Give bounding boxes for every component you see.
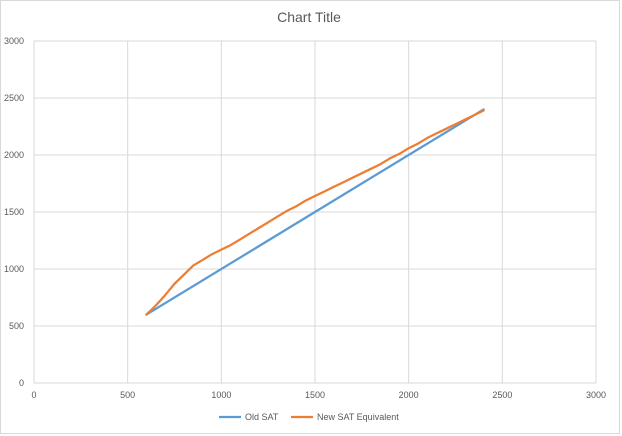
y-tick-label: 2500 <box>4 93 24 103</box>
x-tick-label: 2500 <box>492 390 512 400</box>
legend: Old SAT New SAT Equivalent <box>219 412 399 422</box>
series-line-old-sat <box>145 108 485 316</box>
chart-title: Chart Title <box>277 9 341 25</box>
y-tick-label: 2000 <box>4 150 24 160</box>
x-tick-label: 1500 <box>305 390 325 400</box>
x-tick-label: 500 <box>120 390 135 400</box>
y-tick-label: 1000 <box>4 264 24 274</box>
legend-label: Old SAT <box>245 412 279 422</box>
gridlines <box>33 40 597 384</box>
y-tick-label: 0 <box>19 378 24 388</box>
series-lines <box>145 108 485 316</box>
y-tick-label: 1500 <box>4 207 24 217</box>
y-tick-label: 3000 <box>4 36 24 46</box>
y-tick-label: 500 <box>9 321 24 331</box>
legend-label: New SAT Equivalent <box>317 412 399 422</box>
series-line-new-sat-equivalent <box>145 109 485 316</box>
x-tick-label: 0 <box>31 390 36 400</box>
x-tick-label: 2000 <box>399 390 419 400</box>
x-tick-label: 1000 <box>211 390 231 400</box>
axes: 0 500 1000 1500 2000 2500 3000 0 500 1000 1500 2000… <box>4 36 606 400</box>
x-tick-label: 3000 <box>586 390 606 400</box>
